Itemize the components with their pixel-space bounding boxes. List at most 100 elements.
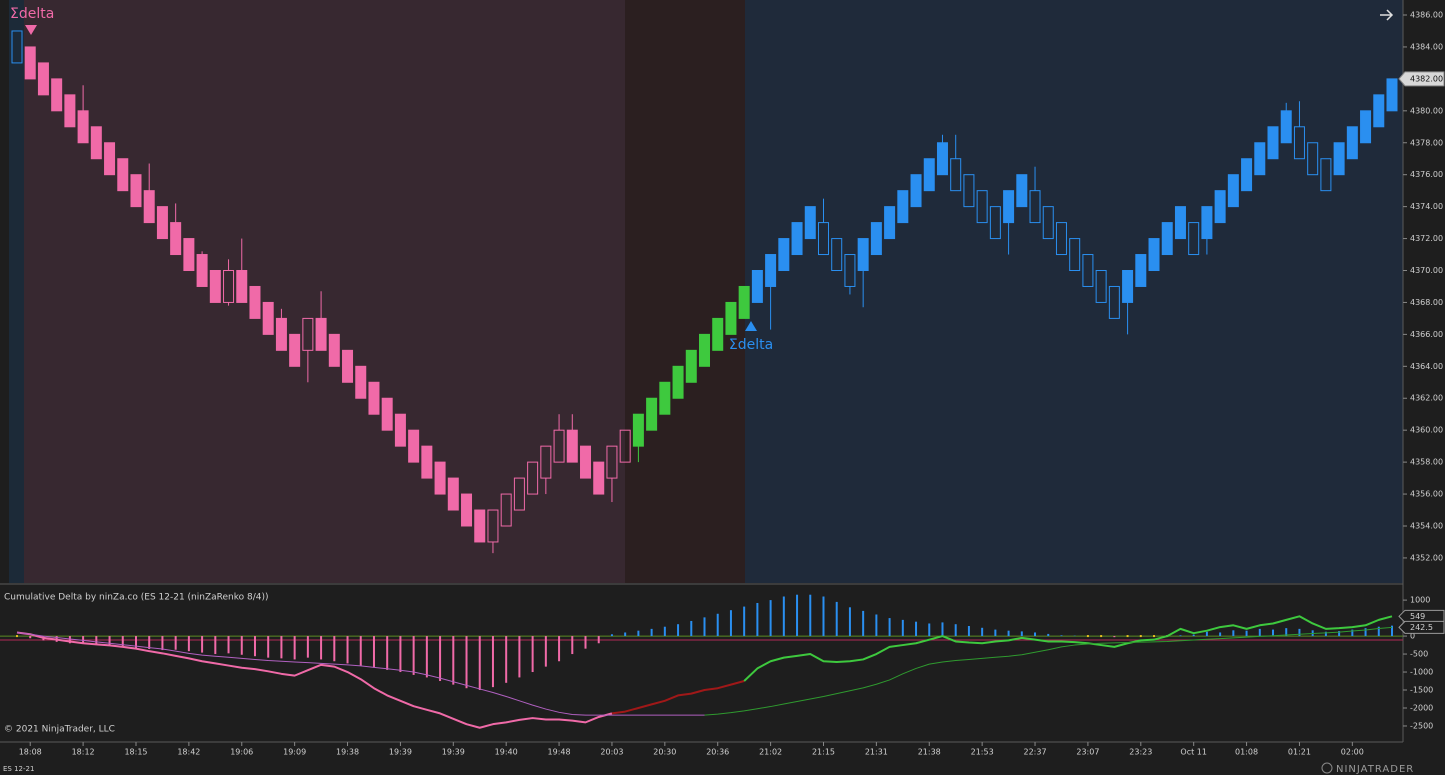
x-tick-label: 20:03 [600,748,623,757]
candle-body [1029,190,1041,224]
x-tick-label: Oct 11 [1180,748,1207,757]
x-tick-label: 18:08 [19,748,42,757]
candle-body [765,254,777,287]
histogram-bar [201,636,204,653]
annotation: Σdelta [729,337,773,353]
candle-body [857,238,869,272]
candle-body [923,158,935,192]
candle-body [236,270,248,303]
candle-body [699,333,710,367]
histogram-bar [703,617,706,637]
y-tick-label: 0 [1410,632,1415,641]
histogram-bar [1153,635,1156,638]
histogram-bar [465,636,468,689]
histogram-bar [1060,635,1063,637]
histogram-bar [584,636,587,649]
x-tick-label: 19:06 [230,748,253,757]
candle-body [408,429,420,463]
histogram-bar [729,610,732,637]
histogram-bar [663,626,666,637]
histogram-bar [267,636,270,658]
histogram-bar [108,636,111,646]
candle-body [725,301,737,335]
candle-body [117,158,129,192]
value-marker [1398,609,1445,623]
histogram-bar [386,636,389,670]
candle-body [1333,142,1345,176]
candle-body [870,222,882,256]
candle-body [1148,238,1160,272]
histogram-bar [1100,635,1103,638]
histogram-bar [1272,629,1275,637]
y-tick-label: 4380.00 [1410,106,1443,115]
candle-body [302,317,314,351]
histogram-bar [782,596,785,637]
candle-body [1227,174,1239,208]
x-tick-label: 21:53 [971,748,994,757]
histogram-bar [1391,625,1393,637]
histogram-bar [412,636,415,675]
histogram-bar [518,636,521,678]
regime-background [9,0,24,583]
candle-body [1280,110,1292,144]
x-tick-label: 01:21 [1288,748,1311,757]
y-tick-label: 4372.00 [1410,234,1443,243]
candle-body [672,365,684,399]
histogram-bar [1020,631,1023,637]
x-tick-label: 20:30 [653,748,676,757]
candle-body [447,477,459,511]
x-tick-label: 02:00 [1341,748,1364,757]
y-tick-label: 4374.00 [1410,202,1443,211]
candle-body [950,158,962,192]
x-tick-label: 22:37 [1023,748,1046,757]
candle-body [751,270,763,303]
histogram-bar [981,627,984,637]
candle-body [1360,110,1372,144]
histogram-bar [29,636,32,639]
x-tick-label: 18:15 [124,748,147,757]
signal-marker [745,321,757,331]
y-tick-label: 1000 [1410,596,1430,605]
candle-body [434,461,446,495]
histogram-bar [148,636,151,650]
copyright: © 2021 NinjaTrader, LLC [4,725,115,735]
histogram-bar [280,636,283,659]
y-tick-label: 4368.00 [1410,298,1443,307]
candle-body [1241,158,1253,192]
y-tick-label: 4362.00 [1410,394,1443,403]
candle-body [1003,190,1015,224]
candle-body [553,429,565,463]
candle-body [1320,158,1332,192]
histogram-bar [505,636,508,683]
regime-background [745,0,1403,583]
histogram-bar [478,636,481,691]
histogram-bar [240,636,243,655]
y-tick-label: 4376.00 [1410,170,1443,179]
candle-body [593,461,605,495]
candle-body [712,317,724,351]
navigate-arrow[interactable] [1380,9,1394,21]
x-tick-label: 19:40 [495,748,518,757]
candle-body [51,78,63,112]
candle-body [474,509,486,543]
histogram-bar [491,636,494,688]
histogram-bar [835,601,838,637]
histogram-bar [954,624,957,637]
y-tick-label: 4358.00 [1410,458,1443,467]
candle-body [381,397,393,431]
histogram-bar [994,629,997,637]
histogram-bar [690,620,693,637]
candle-body [1214,190,1226,224]
y-tick-label: 4384.00 [1410,42,1443,51]
candle-body [831,238,843,272]
last-price-marker [1398,71,1445,87]
histogram-bar [796,594,799,637]
histogram-bar [967,625,970,637]
x-tick-label: 19:39 [442,748,465,757]
x-tick-label: 18:42 [177,748,200,757]
candle-body [275,317,287,351]
candle-body [183,238,195,272]
delta-line [743,615,1393,682]
candle-body [104,142,116,176]
histogram-bar [1338,631,1341,637]
